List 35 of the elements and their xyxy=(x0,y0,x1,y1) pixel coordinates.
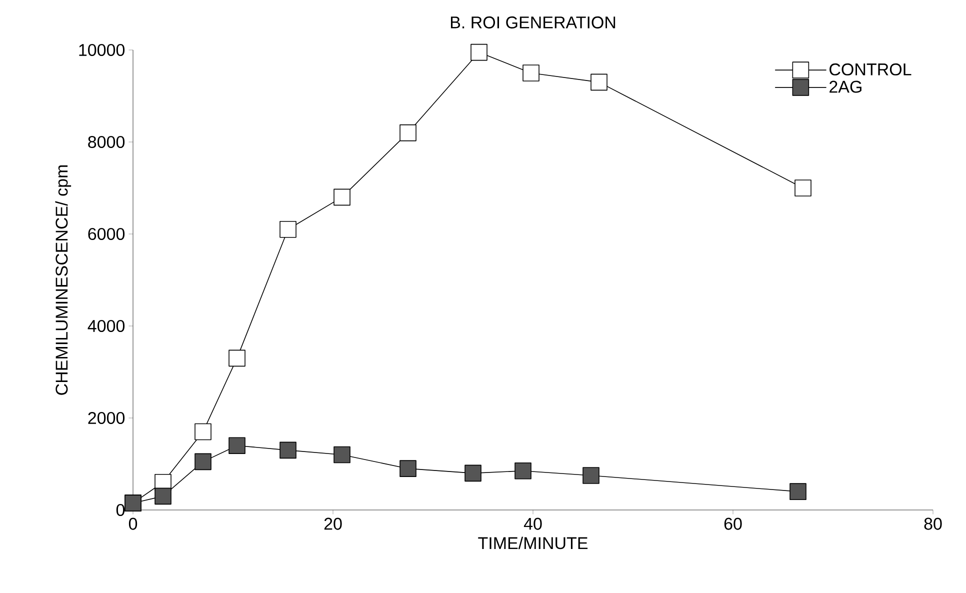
y-axis-title: CHEMILUMINESCENCE/ cpm xyxy=(55,165,72,395)
point xyxy=(334,188,350,206)
y-tick-label: 0 xyxy=(116,504,125,516)
point xyxy=(590,74,608,91)
point xyxy=(228,350,246,367)
x-tick-label: 60 xyxy=(724,518,742,530)
y-tick-label: 10000 xyxy=(79,44,125,56)
legend-label: CONTROL xyxy=(830,63,912,76)
y-tick-label: 4000 xyxy=(88,320,125,332)
x-tick-label: 40 xyxy=(524,518,542,530)
point xyxy=(194,453,212,470)
point xyxy=(400,124,416,142)
x-axis-title: TIME/MINUTE xyxy=(478,536,588,550)
point xyxy=(790,483,806,500)
y-tick-label: 2000 xyxy=(88,412,125,424)
point xyxy=(582,467,600,484)
point xyxy=(280,442,296,459)
point xyxy=(522,64,540,82)
x-tick-label: 20 xyxy=(324,518,342,530)
y-tick-label: 6000 xyxy=(88,228,125,240)
chart-title: B. ROI GENERATION xyxy=(450,16,616,28)
point xyxy=(194,423,212,440)
point xyxy=(400,460,416,477)
point xyxy=(464,464,482,482)
point xyxy=(794,180,812,196)
y-tick-label: 8000 xyxy=(88,136,125,148)
legend-label: 2AG xyxy=(830,80,862,93)
point xyxy=(154,488,172,505)
point xyxy=(514,462,532,480)
x-tick-label: 0 xyxy=(128,518,138,530)
x-tick-label: 80 xyxy=(924,518,942,530)
point xyxy=(228,437,246,454)
point xyxy=(334,446,350,464)
point xyxy=(470,44,488,61)
point xyxy=(280,220,296,238)
